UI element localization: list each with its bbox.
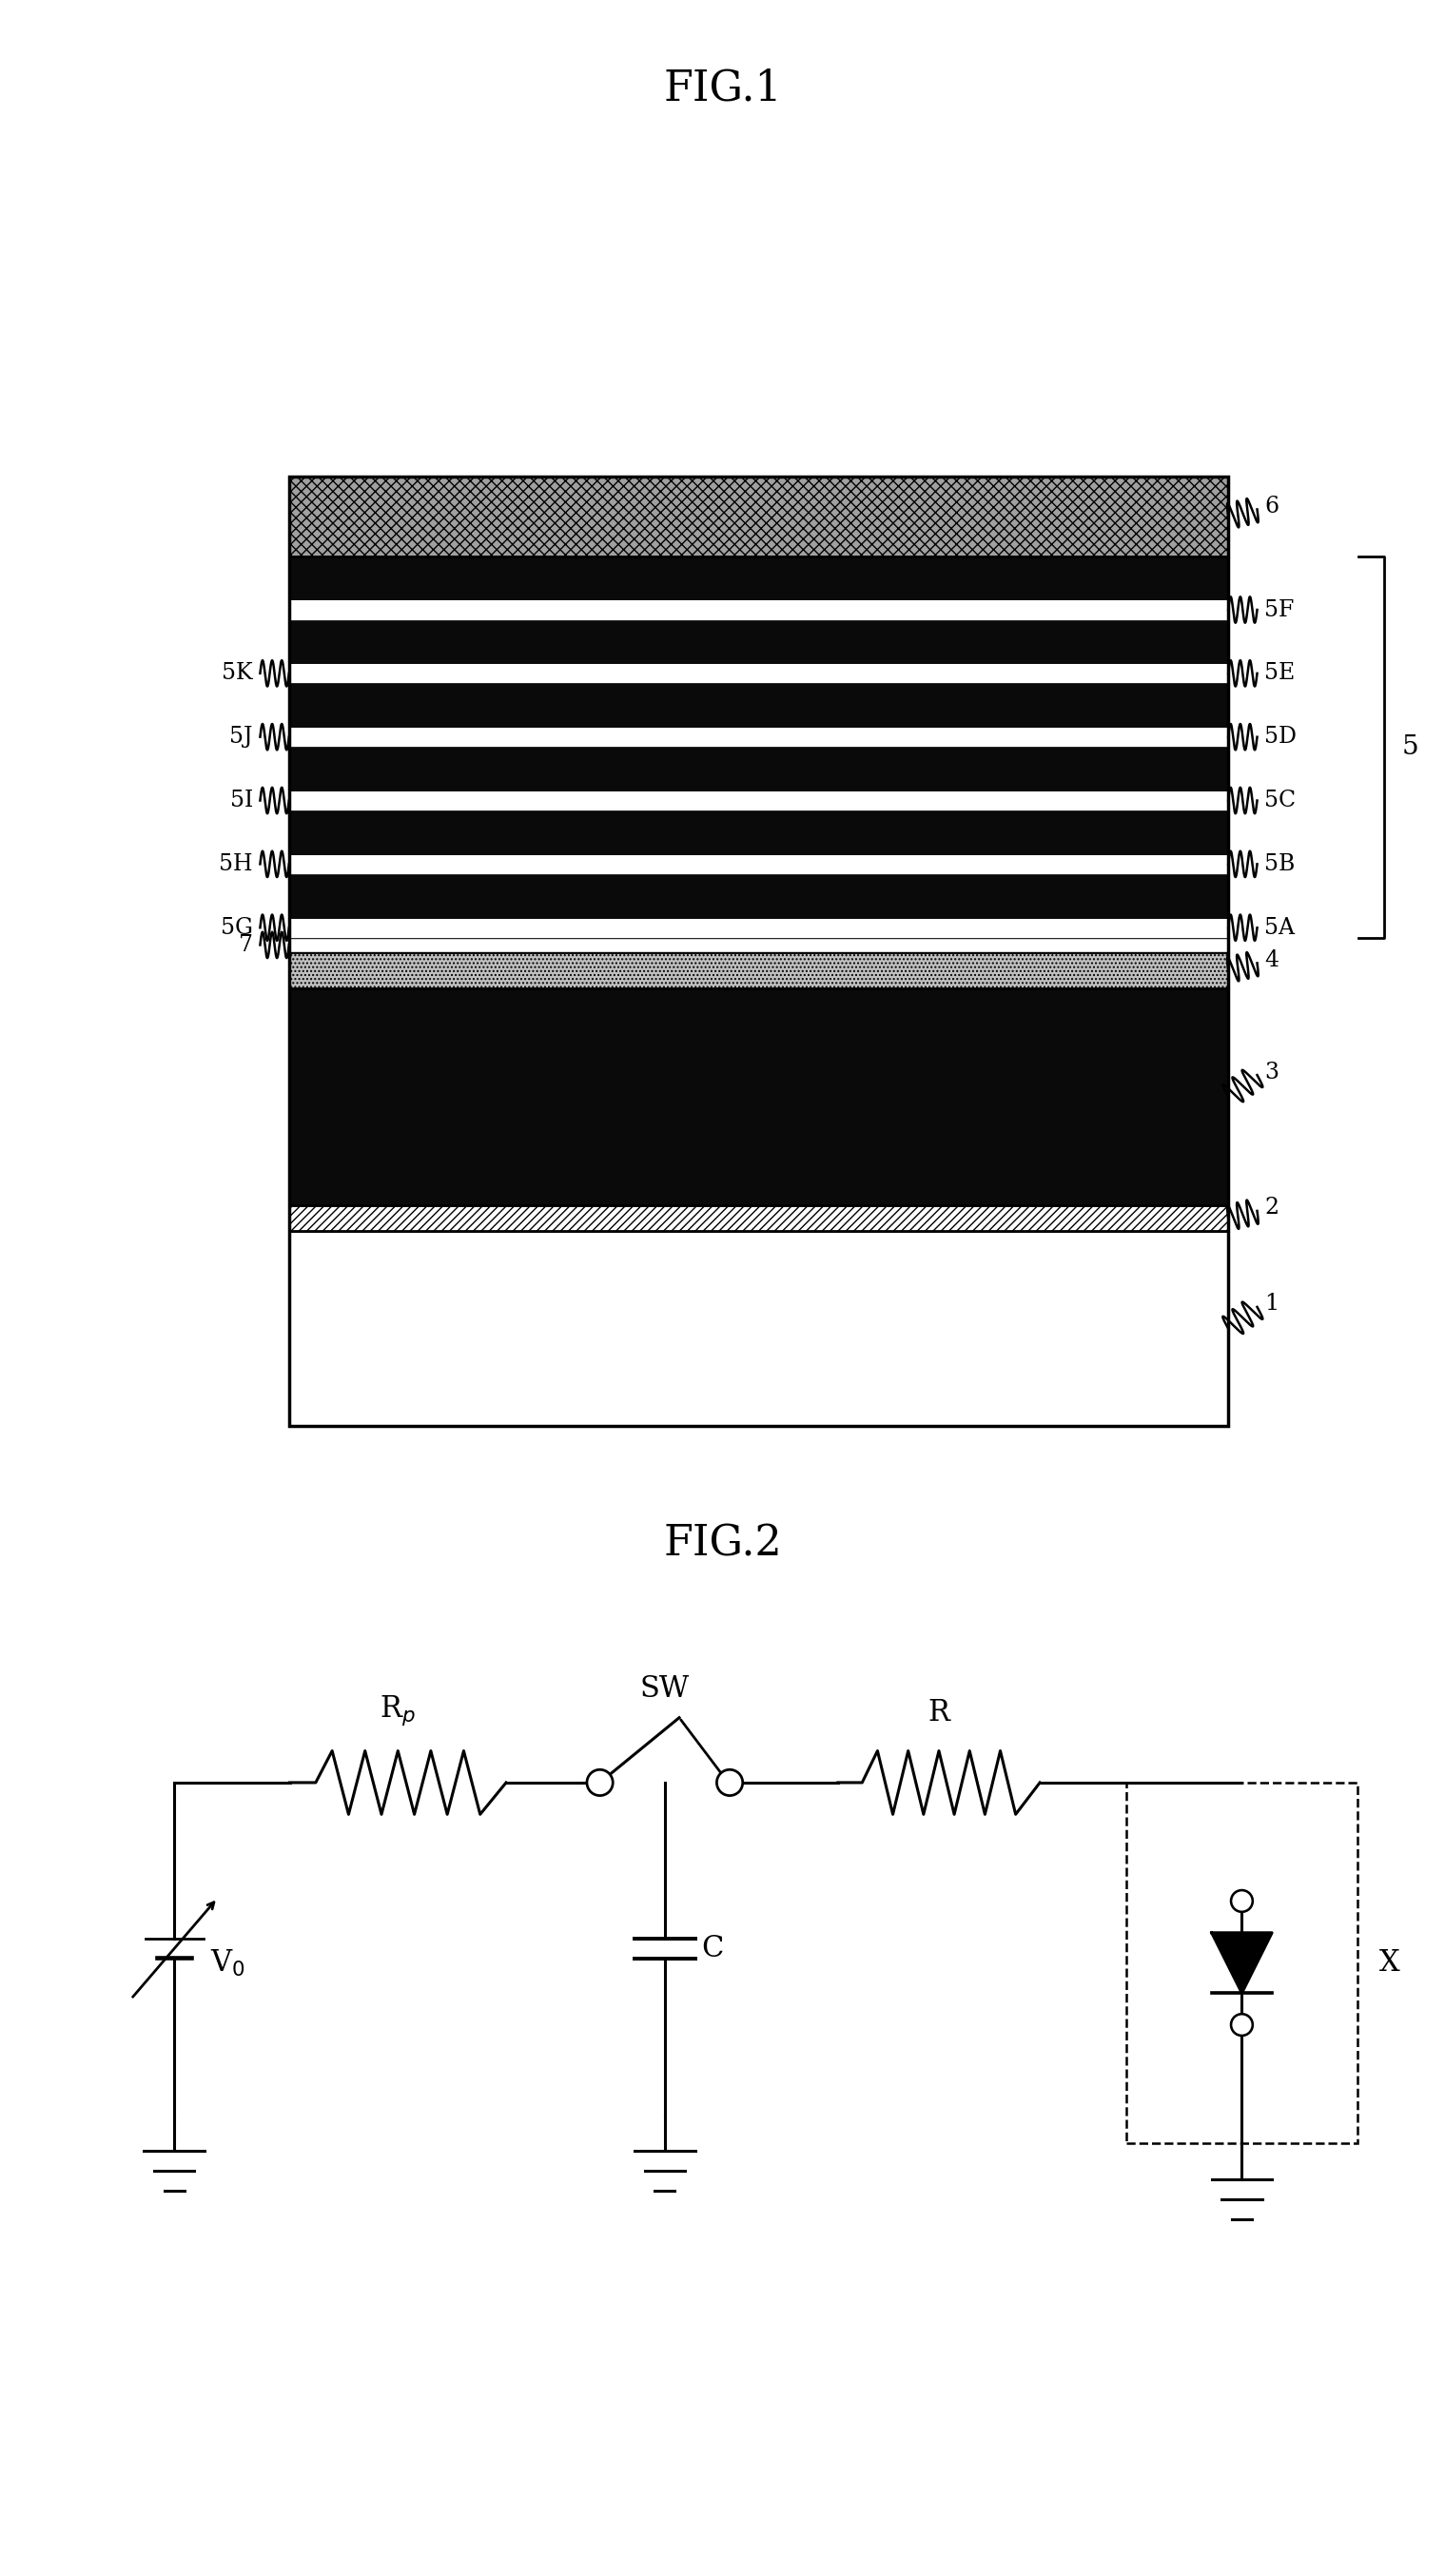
Text: SW: SW (640, 1674, 689, 1703)
Bar (289, 477, 1228, 556)
Text: 5K: 5K (223, 662, 253, 685)
Text: 2: 2 (1264, 1198, 1279, 1218)
Text: 5C: 5C (1264, 791, 1296, 811)
Bar (289, 953, 1228, 989)
Text: 5D: 5D (1264, 726, 1296, 747)
Text: FIG.2: FIG.2 (663, 1522, 782, 1564)
Bar (289, 600, 1228, 621)
Circle shape (1231, 1891, 1253, 1911)
Text: C: C (701, 1935, 722, 1963)
Bar (289, 1231, 1228, 1427)
Text: V$_0$: V$_0$ (211, 1947, 246, 1978)
Text: 4: 4 (1264, 948, 1279, 971)
Bar (289, 811, 1228, 855)
Circle shape (587, 1770, 613, 1795)
Circle shape (717, 1770, 743, 1795)
Circle shape (1231, 2014, 1253, 2035)
Text: 5G: 5G (221, 917, 253, 938)
Bar (289, 855, 1228, 873)
Bar (289, 791, 1228, 811)
Text: 5A: 5A (1264, 917, 1295, 938)
Bar (289, 747, 1228, 791)
Bar (289, 621, 1228, 662)
Bar (289, 662, 1228, 683)
Text: 5E: 5E (1264, 662, 1295, 685)
Text: R: R (928, 1698, 949, 1728)
Bar (289, 873, 1228, 917)
Bar (289, 556, 1228, 600)
Bar (289, 726, 1228, 747)
Bar (289, 477, 1228, 1427)
Bar (289, 683, 1228, 726)
Text: 6: 6 (1264, 495, 1279, 518)
Text: FIG.1: FIG.1 (663, 67, 782, 108)
Text: 7: 7 (238, 935, 253, 956)
Text: 5J: 5J (230, 726, 253, 747)
Text: 1: 1 (1264, 1293, 1279, 1314)
Text: 5I: 5I (230, 791, 253, 811)
Bar (1127, 1783, 1357, 2143)
Text: 3: 3 (1264, 1061, 1279, 1082)
Text: 5: 5 (1402, 734, 1419, 760)
Bar (289, 989, 1228, 1206)
Polygon shape (1212, 1932, 1272, 1994)
Bar (289, 938, 1228, 953)
Text: R$_p$: R$_p$ (380, 1692, 416, 1728)
Text: 5B: 5B (1264, 853, 1295, 876)
Text: X: X (1379, 1947, 1399, 1978)
Bar (289, 917, 1228, 938)
Text: 5F: 5F (1264, 598, 1295, 621)
Bar (289, 1206, 1228, 1231)
Text: 5H: 5H (220, 853, 253, 876)
